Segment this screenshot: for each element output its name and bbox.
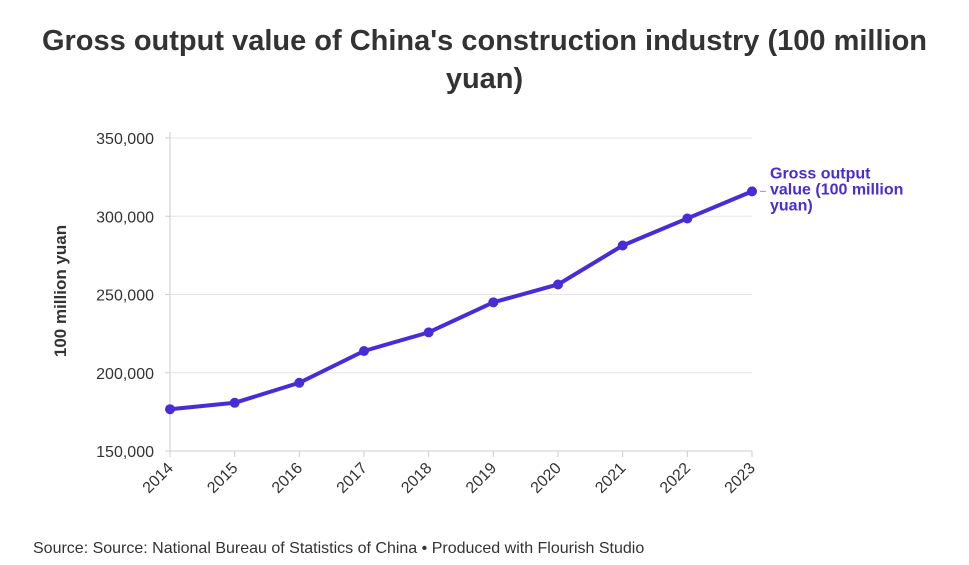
series-label-line: Gross output [770,165,871,182]
line-chart: 150,000 200,000 250,000 300,000 350,000 2014… [51,131,903,497]
series-group [165,186,757,415]
data-point[interactable] [423,327,434,338]
y-tick-label: 250,000 [96,288,154,305]
series-line [168,189,754,412]
y-tick-labels: 150,000 200,000 250,000 300,000 350,000 [96,131,154,461]
x-tick-label: 2023 [722,460,759,497]
x-tick-label: 2015 [204,460,241,497]
data-point[interactable] [747,186,757,197]
series-label-line: value (100 million [770,181,903,198]
x-tick-label: 2020 [528,460,565,497]
axes [169,132,752,452]
x-tick-label: 2018 [398,460,435,497]
y-tick-label: 150,000 [96,444,154,461]
data-point[interactable] [294,377,305,388]
x-tick-label: 2022 [657,460,694,497]
data-point[interactable] [229,397,240,408]
y-tick-label: 200,000 [96,366,154,383]
y-tick-label: 350,000 [96,131,154,148]
data-point[interactable] [553,279,563,290]
data-point[interactable] [359,345,369,356]
x-tick-label: 2016 [269,460,306,497]
source-note: Source: Source: National Bureau of Stati… [33,540,645,557]
data-point[interactable] [488,297,499,308]
y-tick-label: 300,000 [96,209,154,226]
data-point[interactable] [165,404,175,415]
x-tick-label: 2019 [463,460,500,497]
gridlines [165,137,752,452]
x-tick-label: 2014 [140,460,177,497]
y-axis-label: 100 million yuan [51,225,70,357]
x-tick-labels: 2014 2015 2016 2017 2018 2019 2020 2021 2022 2023 [140,451,759,497]
x-tick-label: 2017 [334,460,371,497]
series-label-line: yuan) [770,197,813,214]
series-label-group: Gross output value (100 million yuan) [760,165,903,214]
x-tick-label: 2021 [592,460,629,497]
chart-title: Gross output value of China's constructi… [41,25,928,95]
data-point[interactable] [682,213,693,224]
series-label: Gross output value (100 million yuan) [770,165,903,214]
data-point[interactable] [617,240,628,251]
